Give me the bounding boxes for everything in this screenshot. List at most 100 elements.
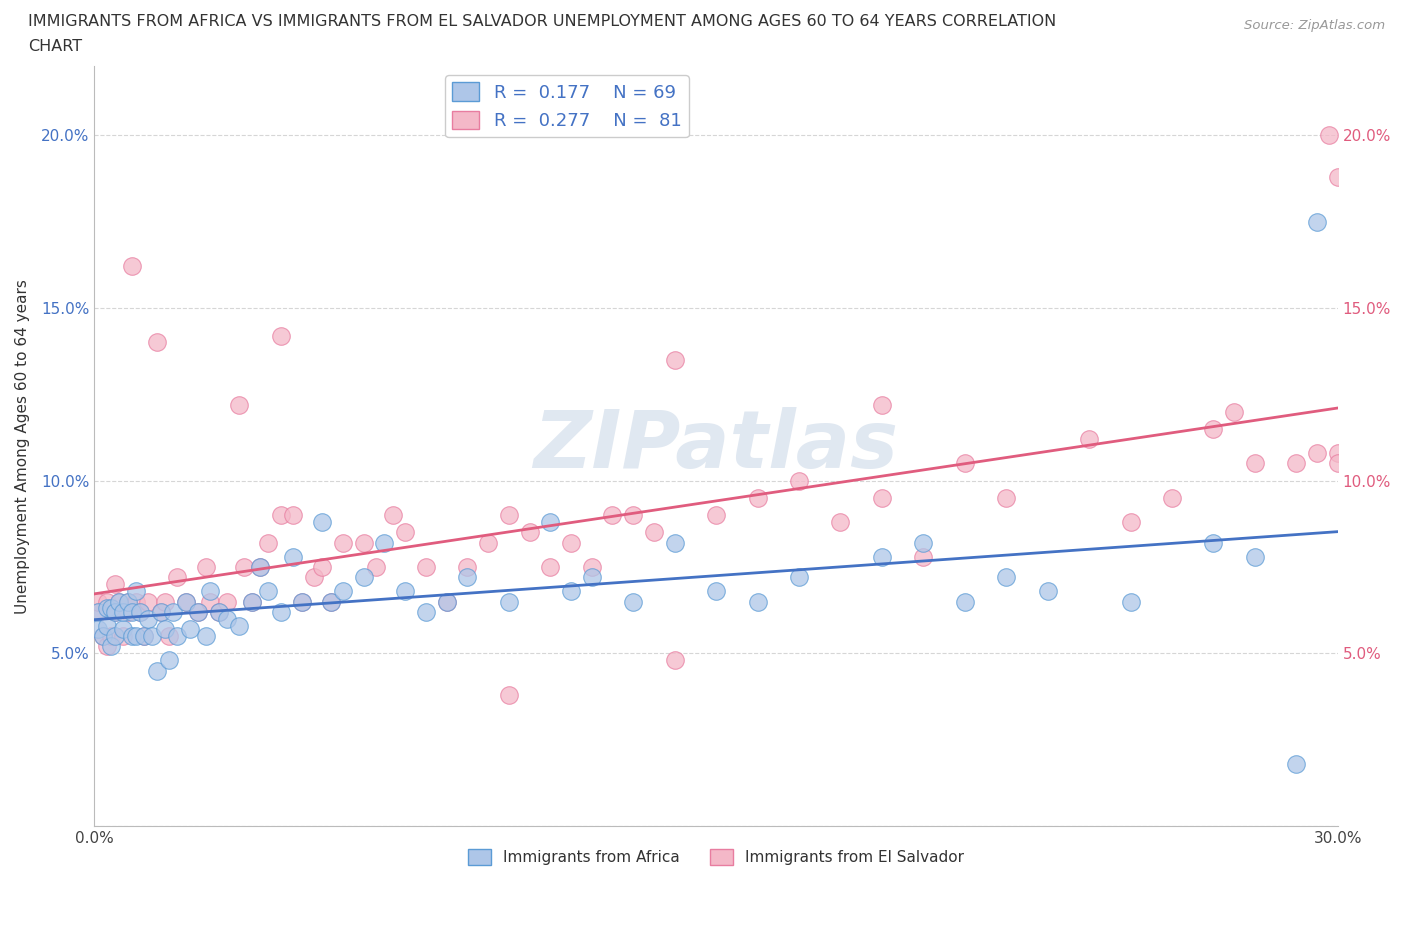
Point [136,594,159,609]
Point [953,456,976,471]
Point [249,560,271,575]
Point [1161,490,1184,505]
Point [353,536,375,551]
Point [100,629,122,644]
Point [1119,514,1142,529]
Point [704,508,727,523]
Point [415,560,437,575]
Point [121,604,143,619]
Point [270,508,292,523]
Point [108,594,131,609]
Point [394,584,416,599]
Point [179,621,201,636]
Point [149,604,172,619]
Point [104,604,127,619]
Point [456,570,478,585]
Point [100,639,122,654]
Point [195,560,218,575]
Point [1326,169,1348,184]
Point [870,397,893,412]
Point [200,594,222,609]
Point [319,594,342,609]
Point [498,687,520,702]
Point [1285,456,1308,471]
Point [643,525,665,540]
Point [91,629,114,644]
Point [311,514,333,529]
Point [96,601,118,616]
Text: CHART: CHART [28,39,82,54]
Point [100,601,122,616]
Point [240,594,263,609]
Point [664,352,686,367]
Point [560,584,582,599]
Point [498,508,520,523]
Point [560,536,582,551]
Point [664,653,686,668]
Point [581,570,603,585]
Point [498,594,520,609]
Point [125,629,148,644]
Point [215,594,238,609]
Point [1202,421,1225,436]
Text: Source: ZipAtlas.com: Source: ZipAtlas.com [1244,19,1385,32]
Point [538,560,561,575]
Point [1326,456,1348,471]
Point [257,584,280,599]
Point [174,594,197,609]
Point [96,618,118,633]
Point [290,594,312,609]
Point [157,629,180,644]
Point [87,594,110,609]
Point [353,570,375,585]
Point [187,604,209,619]
Point [149,604,172,619]
Text: ZIPatlas: ZIPatlas [533,407,898,485]
Point [270,604,292,619]
Point [125,584,148,599]
Point [1036,584,1059,599]
Point [257,536,280,551]
Point [747,490,769,505]
Point [112,621,135,636]
Point [121,259,143,274]
Point [1244,550,1267,565]
Point [96,594,118,609]
Point [132,629,155,644]
Point [166,629,188,644]
Point [112,604,135,619]
Point [519,525,541,540]
Point [91,629,114,644]
Point [129,604,152,619]
Point [704,584,727,599]
Point [157,653,180,668]
Point [787,473,810,488]
Point [87,604,110,619]
Point [141,629,163,644]
Point [538,514,561,529]
Point [302,570,325,585]
Point [187,604,209,619]
Point [456,560,478,575]
Point [104,604,127,619]
Point [270,328,292,343]
Text: IMMIGRANTS FROM AFRICA VS IMMIGRANTS FROM EL SALVADOR UNEMPLOYMENT AMONG AGES 60: IMMIGRANTS FROM AFRICA VS IMMIGRANTS FRO… [28,14,1056,29]
Point [108,594,131,609]
Point [787,570,810,585]
Point [602,508,624,523]
Point [664,536,686,551]
Point [153,594,176,609]
Point [995,570,1018,585]
Point [117,594,139,609]
Point [1202,536,1225,551]
Point [366,560,388,575]
Point [621,594,644,609]
Point [1285,756,1308,771]
Point [104,629,127,644]
Point [232,560,254,575]
Point [174,594,197,609]
Y-axis label: Unemployment Among Ages 60 to 64 years: Unemployment Among Ages 60 to 64 years [15,279,30,614]
Point [162,604,184,619]
Point [1306,445,1329,460]
Point [132,629,155,644]
